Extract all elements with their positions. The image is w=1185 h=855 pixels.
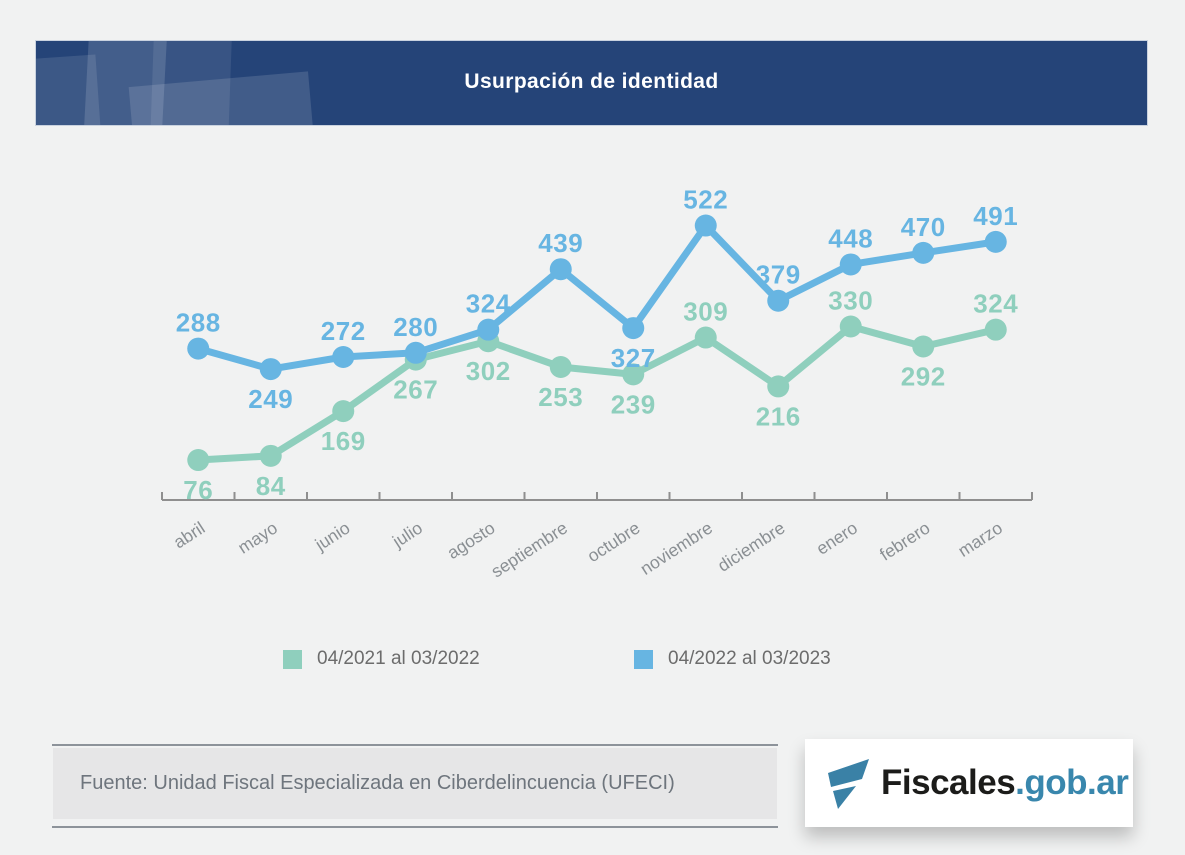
data-point [477,318,500,341]
data-point [767,375,790,398]
data-point-label: 330 [828,286,873,316]
data-point [767,289,790,312]
logo-text-black: Fiscales [881,763,1016,802]
data-point-label: 327 [611,343,656,373]
data-point [404,341,427,364]
x-tick-label: octubre [584,518,644,567]
data-point-label: 253 [538,382,583,412]
legend-swatch [634,649,653,669]
data-point [332,345,355,368]
data-point-label: 288 [176,308,221,338]
data-point-label: 292 [901,362,946,392]
data-point-label: 491 [973,201,1018,231]
x-tick-label: diciembre [714,518,789,576]
x-tick-label: septiembre [487,518,571,582]
legend-swatch [283,649,302,669]
data-point [187,337,210,360]
data-point-label: 280 [393,312,438,342]
legend-label: 04/2021 al 03/2022 [317,648,480,669]
data-point-label: 169 [321,426,366,456]
data-point-label: 272 [321,316,366,346]
data-point-label: 448 [828,224,873,254]
x-tick-label: julio [388,518,426,552]
data-point-label: 470 [901,212,946,242]
logo-text-blue: .gob.ar [1015,763,1129,802]
x-tick-label: enero [812,518,860,559]
data-point-label: 216 [756,401,801,431]
data-point-label: 302 [466,356,511,386]
data-point [622,363,645,386]
x-tick-label: marzo [954,518,1006,561]
data-point [984,318,1007,341]
data-point [549,355,572,378]
data-point-label: 84 [256,471,286,501]
data-point [694,326,717,349]
source-divider-bottom [52,826,778,828]
fiscales-logo-card: Fiscales.gob.ar [805,739,1133,827]
legend-label: 04/2022 al 03/2023 [668,648,831,669]
series-line [194,222,1000,373]
x-tick-label: agosto [443,518,498,563]
x-tick-label: noviembre [637,518,716,579]
data-point [332,400,355,423]
x-tick-label: junio [311,518,354,555]
data-point-label: 239 [611,389,656,419]
x-tick-label: abril [170,518,209,553]
data-point-label: 76 [183,475,213,505]
data-point-label: 324 [466,289,511,319]
data-point-label: 379 [756,260,801,290]
data-point-label: 439 [538,228,583,258]
data-point [187,449,210,472]
data-point [694,214,717,237]
data-point-label: 324 [973,289,1018,319]
x-tick-label: mayo [234,518,281,558]
data-point-label: 522 [683,185,728,215]
data-point-label: 249 [248,384,293,414]
source-text: Fuente: Unidad Fiscal Especializada en C… [80,772,675,794]
data-point [549,258,572,281]
data-point [839,253,862,276]
fiscales-logo-text: Fiscales.gob.ar [881,763,1129,803]
page-title: Usurpación de identidad [464,70,719,93]
legend-item-2021-2022: 04/2021 al 03/2022 [283,648,480,670]
data-point [839,315,862,338]
fiscales-f-icon [828,759,869,809]
series-line [194,323,1000,464]
data-point [259,444,282,467]
data-point [912,335,935,358]
data-point [259,358,282,381]
x-tick-label: febrero [876,518,933,565]
data-point [912,241,935,264]
data-point [984,230,1007,253]
header-band: Usurpación de identidad [35,40,1148,126]
legend-item-2022-2023: 04/2022 al 03/2023 [634,648,831,670]
data-point [622,317,645,340]
data-point-label: 309 [683,297,728,327]
data-point-label: 267 [393,375,438,405]
source-box: Fuente: Unidad Fiscal Especializada en C… [53,748,777,819]
source-divider-top [52,744,778,746]
